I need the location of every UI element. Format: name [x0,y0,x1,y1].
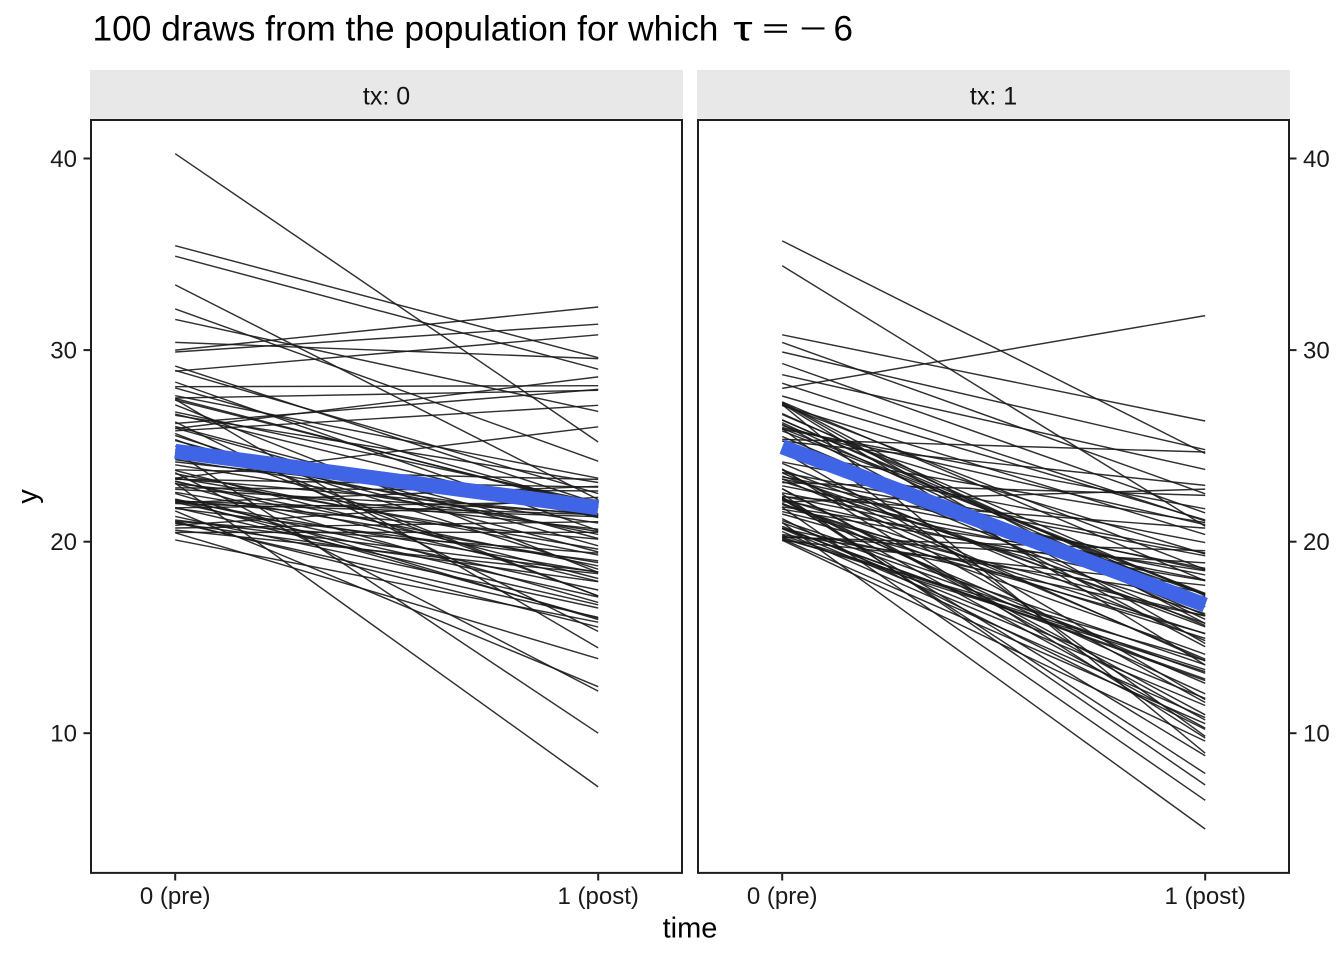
svg-text:100 draws from the population: 100 draws from the population for which [93,9,719,48]
svg-text:1 (post): 1 (post) [558,883,639,910]
svg-text:1 (post): 1 (post) [1165,883,1246,910]
svg-text:20: 20 [50,529,77,556]
svg-text:30: 30 [50,338,77,365]
svg-text:time: time [663,913,718,945]
svg-text:6: 6 [834,9,853,48]
svg-text:10: 10 [50,721,77,748]
svg-text:y: y [12,489,44,504]
svg-text:τ: τ [733,9,752,49]
svg-text:20: 20 [1303,529,1330,556]
svg-text:0 (pre): 0 (pre) [747,883,818,910]
svg-text:30: 30 [1303,338,1330,365]
svg-text:tx: 1: tx: 1 [970,83,1017,111]
svg-text:40: 40 [1303,146,1330,173]
svg-text:tx: 0: tx: 0 [363,83,410,111]
svg-text:0 (pre): 0 (pre) [140,883,211,910]
svg-text:10: 10 [1303,721,1330,748]
svg-text:40: 40 [50,146,77,173]
